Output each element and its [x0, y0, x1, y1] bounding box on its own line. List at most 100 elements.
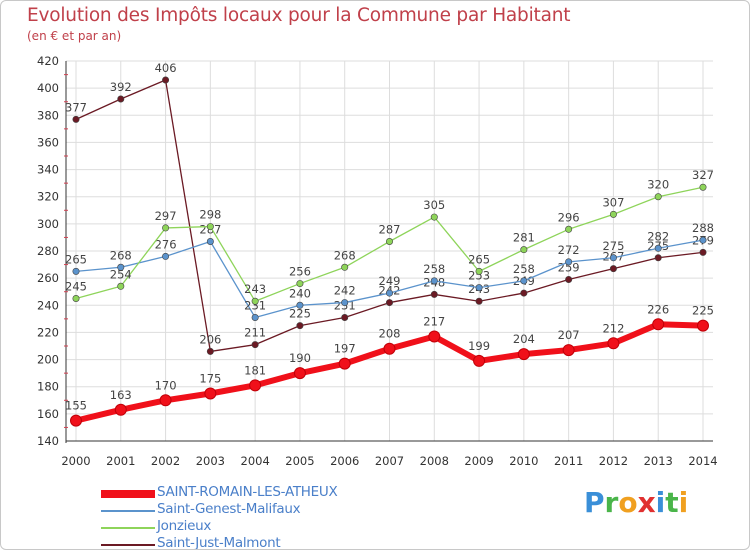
y-tick-label: 140	[37, 434, 59, 448]
legend-item-saint-just: Saint-Just-Malmont	[101, 535, 421, 549]
data-point	[699, 236, 707, 244]
data-point	[654, 254, 662, 262]
data-point	[296, 322, 304, 330]
data-point	[204, 387, 217, 400]
y-tick-label: 280	[37, 244, 59, 258]
data-point	[430, 277, 438, 285]
legend-item-saint-romain: SAINT-ROMAIN-LES-ATHEUX	[101, 484, 421, 502]
data-point	[383, 342, 396, 355]
x-tick-label: 2014	[688, 454, 717, 468]
data-point	[430, 290, 438, 298]
y-tick-label: 320	[37, 190, 59, 204]
y-tick-label: 200	[37, 353, 59, 367]
legend-swatch	[101, 490, 155, 498]
data-label: 243	[244, 282, 266, 296]
x-tick-label: 2007	[375, 454, 404, 468]
logo-letter: i	[678, 486, 689, 519]
y-tick-label: 240	[37, 298, 59, 312]
data-point	[520, 277, 528, 285]
y-tick-label: 420	[37, 54, 59, 68]
data-point	[251, 297, 259, 305]
x-tick-label: 2002	[151, 454, 180, 468]
data-point	[251, 313, 259, 321]
logo-letter: o	[618, 486, 638, 519]
legend-label: Jonzieux	[157, 518, 212, 534]
legend-swatch	[101, 527, 155, 529]
x-tick-label: 2009	[464, 454, 493, 468]
data-label: 207	[558, 328, 580, 342]
data-point	[249, 379, 262, 392]
data-label: 217	[423, 315, 445, 329]
data-point	[565, 258, 573, 266]
data-point	[117, 282, 125, 290]
data-point	[654, 244, 662, 252]
data-label: 163	[110, 388, 132, 402]
data-label: 212	[602, 321, 624, 335]
data-point	[565, 275, 573, 283]
data-point	[699, 248, 707, 256]
data-point	[607, 337, 620, 350]
proxiti-logo: Proxiti	[584, 486, 688, 519]
data-label: 249	[379, 274, 401, 288]
data-label: 245	[65, 280, 87, 294]
data-label: 208	[379, 327, 401, 341]
data-point	[430, 213, 438, 221]
data-label: 240	[289, 286, 311, 300]
data-point	[520, 289, 528, 297]
legend-swatch	[101, 510, 155, 512]
data-label: 298	[199, 208, 221, 222]
x-tick-label: 2012	[599, 454, 628, 468]
data-point	[162, 224, 170, 232]
data-label: 377	[65, 100, 87, 114]
x-tick-label: 2010	[509, 454, 538, 468]
data-label: 256	[289, 265, 311, 279]
legend-item-saint-genest: Saint-Genest-Malifaux	[101, 501, 421, 519]
data-label: 199	[468, 339, 490, 353]
data-point	[251, 341, 259, 349]
data-point	[117, 95, 125, 103]
data-label: 225	[692, 304, 714, 318]
data-label: 206	[199, 332, 221, 346]
data-label: 253	[468, 269, 490, 283]
data-point	[341, 313, 349, 321]
data-point	[293, 367, 306, 380]
logo-letter: i	[655, 486, 666, 519]
data-point	[652, 318, 665, 331]
y-tick-label: 340	[37, 163, 59, 177]
data-label: 265	[65, 252, 87, 266]
x-tick-label: 2006	[330, 454, 359, 468]
data-point	[162, 76, 170, 84]
data-point	[609, 254, 617, 262]
data-label: 226	[647, 302, 669, 316]
data-point	[385, 238, 393, 246]
legend-item-jonzieux: Jonzieux	[101, 518, 421, 536]
x-tick-label: 2013	[644, 454, 673, 468]
data-point	[162, 252, 170, 260]
data-point	[385, 289, 393, 297]
data-label: 258	[513, 262, 535, 276]
x-tick-label: 2003	[196, 454, 225, 468]
data-label: 175	[199, 372, 221, 386]
data-label: 197	[334, 342, 356, 356]
data-label: 288	[692, 221, 714, 235]
logo-letter: t	[665, 486, 679, 519]
data-label: 406	[155, 61, 177, 75]
data-label: 225	[289, 307, 311, 321]
data-point	[609, 210, 617, 218]
logo-letter: x	[637, 486, 656, 519]
data-label: 242	[334, 284, 356, 298]
logo-letter: P	[584, 486, 605, 519]
data-point	[699, 183, 707, 191]
legend-swatch	[101, 544, 155, 546]
data-point	[517, 348, 530, 361]
data-label: 265	[468, 252, 490, 266]
data-point	[70, 414, 82, 427]
y-tick-label: 160	[37, 407, 59, 421]
data-point	[114, 403, 127, 416]
data-point	[296, 301, 304, 309]
data-point	[697, 319, 709, 332]
data-label: 275	[602, 239, 624, 253]
data-point	[72, 267, 80, 275]
data-point	[475, 267, 483, 275]
